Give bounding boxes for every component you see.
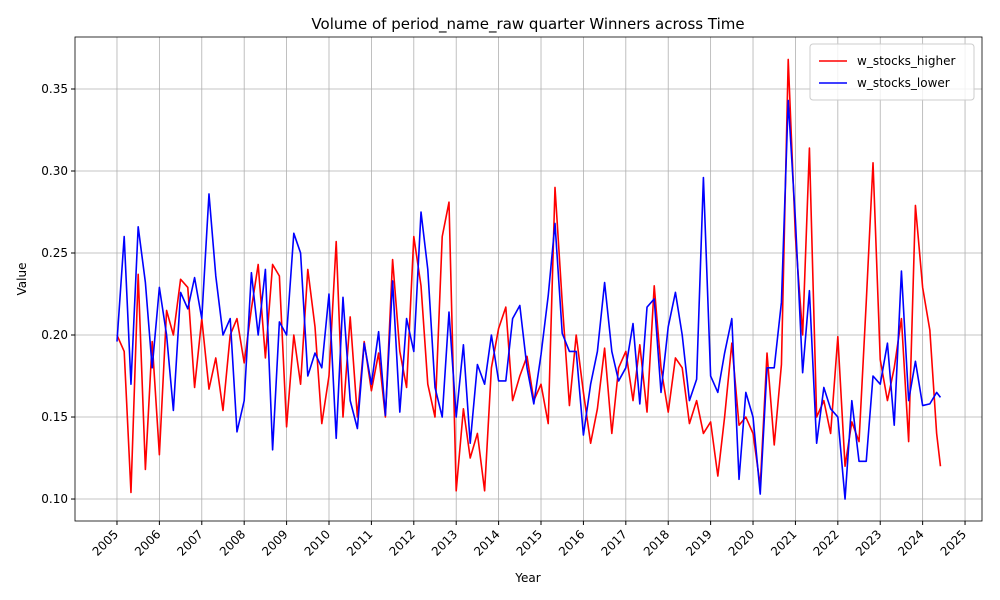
series-line xyxy=(116,58,942,494)
y-tick-label: 0.35 xyxy=(41,82,68,96)
series-line xyxy=(116,99,942,500)
y-tick-label: 0.10 xyxy=(41,492,68,506)
legend-label: w_stocks_lower xyxy=(857,76,950,90)
y-axis-label: Value xyxy=(15,263,29,296)
x-axis-label: Year xyxy=(514,571,540,585)
y-tick-label: 0.20 xyxy=(41,328,68,342)
y-tick-label: 0.30 xyxy=(41,164,68,178)
plot-frame xyxy=(74,36,983,522)
y-tick-label: 0.25 xyxy=(41,246,68,260)
chart-title: Volume of period_name_raw quarter Winner… xyxy=(311,15,744,34)
legend-label: w_stocks_higher xyxy=(857,54,955,68)
y-tick-label: 0.15 xyxy=(41,410,68,424)
legend-box xyxy=(809,43,975,101)
